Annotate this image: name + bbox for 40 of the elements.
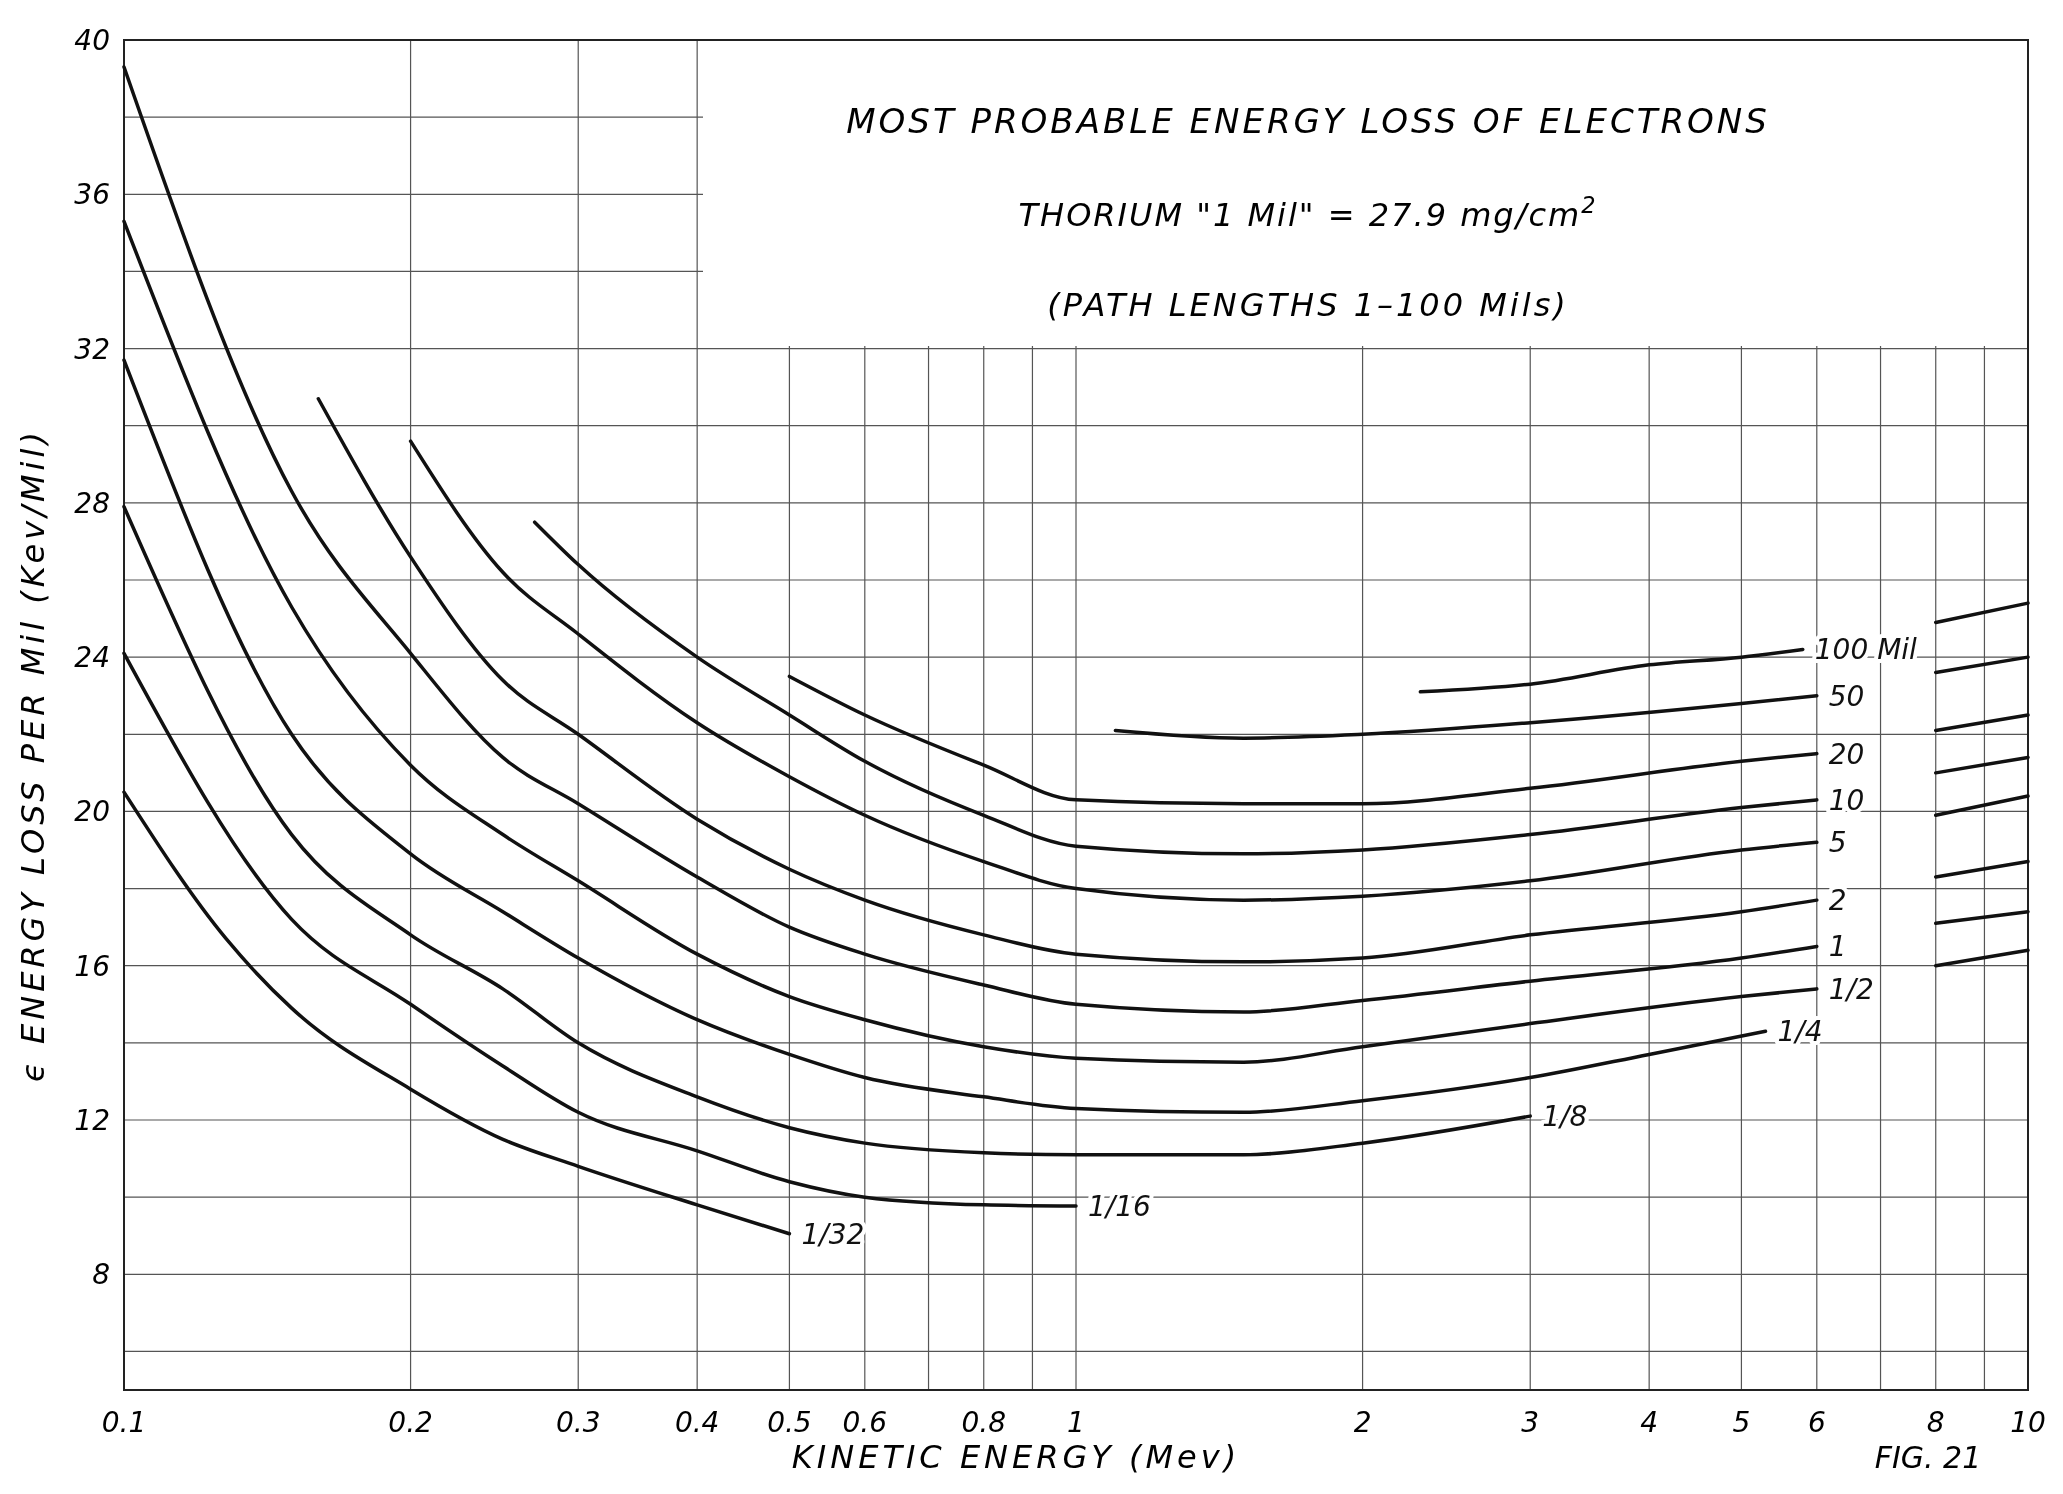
y-tick-label: 28	[74, 486, 110, 520]
series-label: 50	[1828, 679, 1865, 713]
series-label: 5	[1828, 826, 1847, 860]
caption: FIG. 21	[1874, 1440, 1982, 1475]
text: THORIUM "1 Mil" = 27.9 mg/cm$^{2}$	[1018, 192, 1598, 234]
x-tick-label: 0.8	[961, 1406, 1007, 1439]
y-tick-label: 8	[92, 1258, 110, 1292]
x-tick-label: 0.3	[555, 1406, 601, 1439]
x-tick-label: 0.1	[101, 1406, 147, 1439]
series-label: 1	[1828, 930, 1847, 964]
series-label: 1/2	[1828, 972, 1874, 1006]
x-tick-label: 0.6	[842, 1406, 888, 1439]
x-tick-label: 4	[1640, 1406, 1659, 1439]
y-tick-label: 40	[74, 24, 110, 57]
y-tick-label: 16	[74, 949, 110, 983]
series-label: 10	[1828, 783, 1865, 817]
x-tick-label: 10	[2010, 1406, 2046, 1439]
y-tick-label: 24	[74, 641, 110, 675]
x-tick-label: 8	[1926, 1406, 1945, 1439]
x-tick-label: 0.4	[674, 1406, 720, 1439]
series-label: 2	[1828, 884, 1847, 918]
y-tick-label: 12	[74, 1104, 110, 1137]
y-tick-label: 20	[74, 795, 110, 829]
x-tick-label: 6	[1807, 1406, 1826, 1439]
x-tick-label: 5	[1732, 1406, 1751, 1439]
x-tick-label: 1	[1067, 1406, 1085, 1439]
series-label: 1/8	[1542, 1100, 1588, 1134]
annotation: (PATH LENGTHS 1–100 Mils)	[1047, 286, 1569, 324]
series-label: 1/16	[1088, 1190, 1151, 1224]
x-tick-label: 3	[1521, 1406, 1540, 1439]
y-tick-label: 36	[74, 178, 110, 212]
x-axis-title: KINETIC ENERGY (Mev)	[791, 1438, 1241, 1476]
y-tick-label: 32	[74, 332, 110, 366]
x-tick-label: 2	[1353, 1406, 1372, 1439]
series-label: 20	[1828, 737, 1865, 771]
y-axis-title: ϵ ENERGY LOSS PER Mil (Kev/Mil)	[14, 428, 52, 1082]
x-tick-label: 0.5	[767, 1406, 812, 1439]
series-label: 1/32	[801, 1217, 865, 1251]
x-tick-label: 0.2	[388, 1406, 433, 1439]
text: MOST PROBABLE ENERGY LOSS OF ELECTRONS	[846, 101, 1770, 141]
